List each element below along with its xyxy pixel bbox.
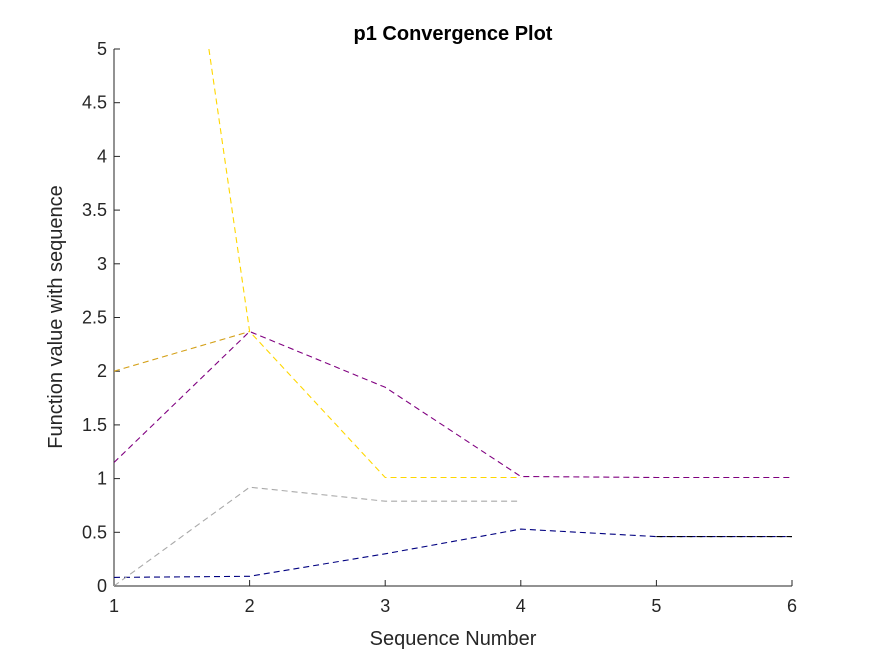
y-tick-label: 3 xyxy=(97,254,107,274)
y-tick-label: 4 xyxy=(97,146,107,166)
y-tick-label: 3.5 xyxy=(82,200,107,220)
y-tick-label: 1 xyxy=(97,469,107,489)
y-tick-label: 1.5 xyxy=(82,415,107,435)
series-line-3 xyxy=(114,330,250,372)
y-tick-label: 0.5 xyxy=(82,522,107,542)
x-tick-label: 3 xyxy=(380,596,390,616)
series-group xyxy=(114,49,792,586)
y-tick-label: 5 xyxy=(97,39,107,59)
y-tick-label: 0 xyxy=(97,576,107,596)
x-ticks: 1 2 3 4 5 6 xyxy=(109,580,797,616)
x-tick-label: 6 xyxy=(787,596,797,616)
y-tick-label: 2 xyxy=(97,361,107,381)
y-tick-label: 2.5 xyxy=(82,308,107,328)
chart-title: p1 Convergence Plot xyxy=(354,23,553,45)
x-axis-label: Sequence Number xyxy=(370,628,537,650)
series-line-4 xyxy=(114,330,792,479)
x-tick-label: 5 xyxy=(651,596,661,616)
x-tick-label: 2 xyxy=(245,596,255,616)
y-ticks: 0 0.5 1 1.5 2 2.5 3 3.5 4 4.5 5 xyxy=(82,39,120,596)
x-tick-label: 4 xyxy=(516,596,526,616)
y-axis-label: Function value with sequence xyxy=(45,185,67,449)
x-tick-label: 1 xyxy=(109,596,119,616)
series-line-5 xyxy=(208,49,521,479)
series-line-1 xyxy=(114,528,792,578)
y-tick-label: 4.5 xyxy=(82,93,107,113)
series-line-2 xyxy=(114,486,521,586)
